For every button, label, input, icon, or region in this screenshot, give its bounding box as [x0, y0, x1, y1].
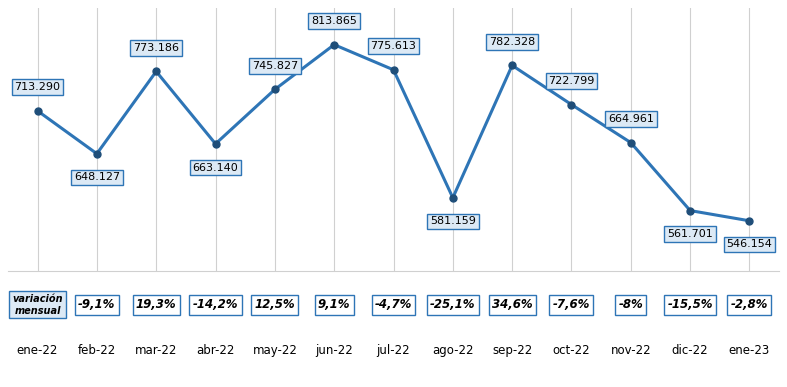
Text: -15,5%: -15,5%: [667, 298, 713, 311]
Text: jul-22: jul-22: [377, 344, 410, 357]
Text: ene-23: ene-23: [729, 344, 770, 357]
Text: feb-22: feb-22: [78, 344, 116, 357]
Text: -4,7%: -4,7%: [375, 298, 412, 311]
Text: ene-22: ene-22: [17, 344, 58, 357]
Text: -14,2%: -14,2%: [193, 298, 238, 311]
Text: -9,1%: -9,1%: [78, 298, 116, 311]
Text: 664.961: 664.961: [608, 114, 654, 124]
Text: 782.328: 782.328: [489, 37, 535, 47]
Text: 546.154: 546.154: [726, 240, 772, 250]
Text: 713.290: 713.290: [14, 82, 61, 92]
Text: 722.799: 722.799: [549, 76, 595, 86]
Text: abr-22: abr-22: [196, 344, 235, 357]
Text: 773.186: 773.186: [133, 43, 179, 53]
Text: 9,1%: 9,1%: [318, 298, 350, 311]
Text: -2,8%: -2,8%: [731, 298, 768, 311]
Text: mar-22: mar-22: [135, 344, 177, 357]
Text: may-22: may-22: [253, 344, 297, 357]
Text: nov-22: nov-22: [611, 344, 651, 357]
Text: 581.159: 581.159: [430, 216, 476, 226]
Text: 561.701: 561.701: [667, 229, 713, 239]
Text: 648.127: 648.127: [74, 172, 120, 182]
Text: ago-22: ago-22: [432, 344, 474, 357]
Text: 745.827: 745.827: [252, 61, 298, 71]
Text: 663.140: 663.140: [193, 163, 238, 173]
Text: 34,6%: 34,6%: [492, 298, 533, 311]
Text: jun-22: jun-22: [316, 344, 353, 357]
Text: 19,3%: 19,3%: [136, 298, 176, 311]
Text: 775.613: 775.613: [371, 41, 416, 51]
Text: sep-22: sep-22: [492, 344, 532, 357]
Text: 813.865: 813.865: [311, 16, 357, 26]
Text: oct-22: oct-22: [552, 344, 590, 357]
Text: -7,6%: -7,6%: [552, 298, 590, 311]
Text: -8%: -8%: [619, 298, 643, 311]
Text: dic-22: dic-22: [672, 344, 708, 357]
Text: variación
mensual: variación mensual: [13, 294, 63, 315]
Text: 12,5%: 12,5%: [254, 298, 295, 311]
Text: -25,1%: -25,1%: [430, 298, 475, 311]
